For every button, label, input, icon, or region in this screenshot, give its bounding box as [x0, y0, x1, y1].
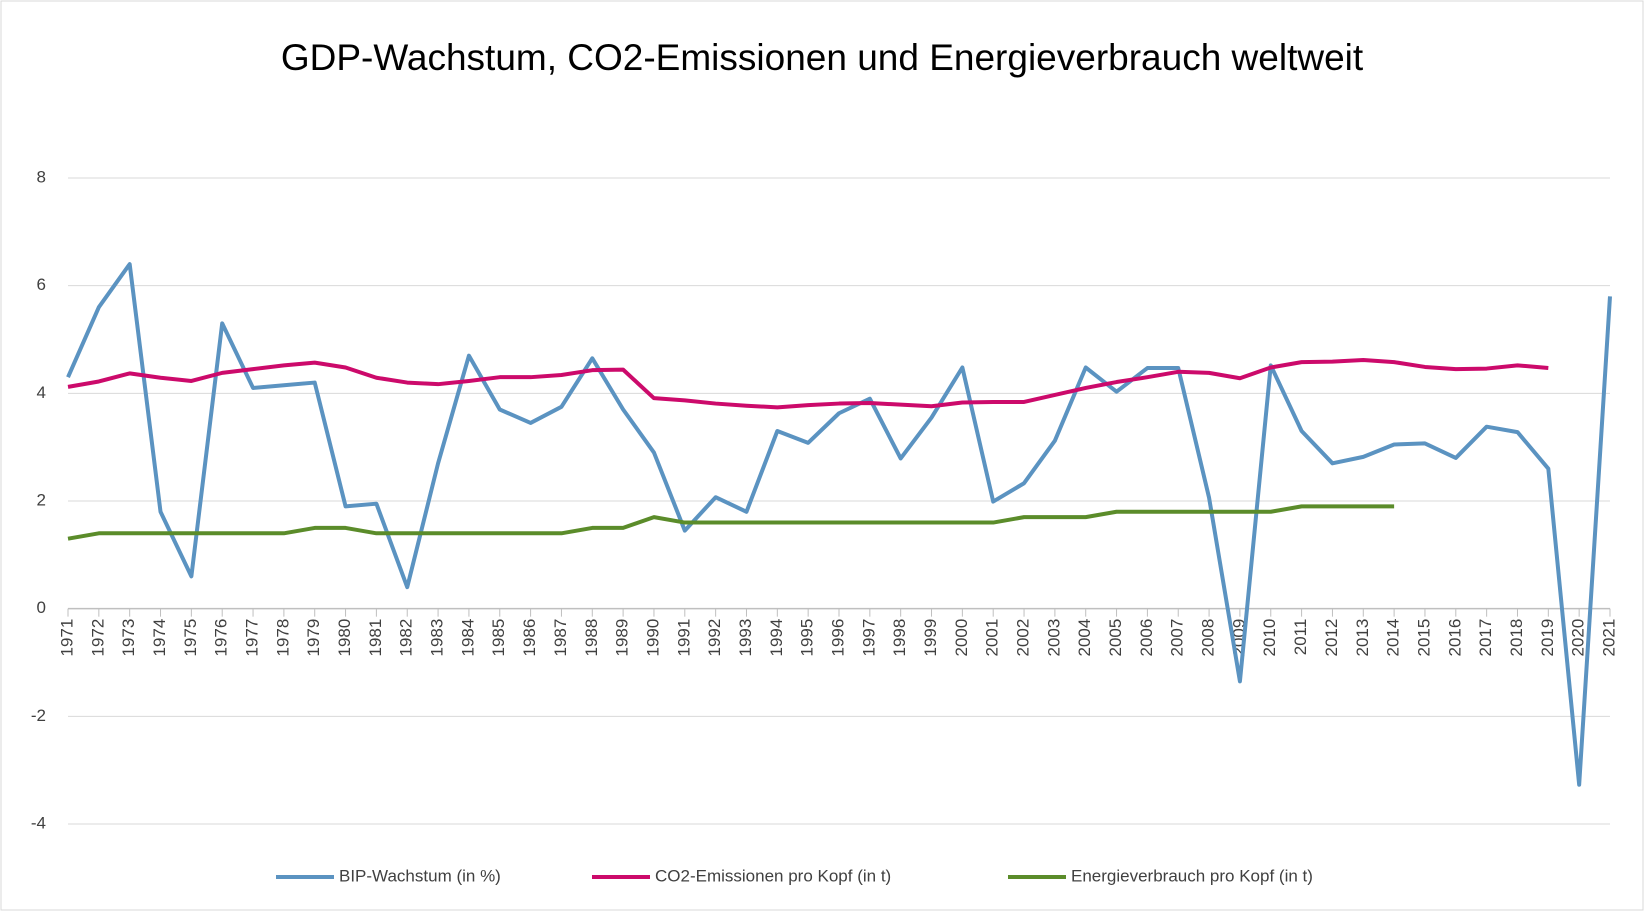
x-tick-label: 2004: [1075, 619, 1094, 657]
x-tick-label: 2015: [1414, 619, 1433, 657]
x-tick-label: 2016: [1445, 619, 1464, 657]
x-tick-label: 1980: [335, 619, 354, 657]
x-tick-label: 1992: [705, 619, 724, 657]
x-tick-label: 2020: [1569, 619, 1588, 657]
x-tick-label: 1982: [397, 619, 416, 657]
x-tick-label: 1972: [88, 619, 107, 657]
x-tick-label: 2019: [1538, 619, 1557, 657]
x-tick-label: 1973: [119, 619, 138, 657]
legend-label: CO2-Emissionen pro Kopf (in t): [655, 866, 891, 885]
x-tick-label: 1978: [273, 619, 292, 657]
x-tick-label: 1984: [458, 619, 477, 657]
y-tick-label: -4: [31, 813, 46, 832]
x-tick-label: 2014: [1384, 619, 1403, 657]
x-tick-label: 1996: [828, 619, 847, 657]
data-line: [67, 504, 1395, 541]
x-tick-label: 2003: [1044, 619, 1063, 657]
x-tick-label: 1993: [736, 619, 755, 657]
x-tick-label: 1985: [489, 619, 508, 657]
x-tick-label: 1997: [859, 619, 878, 657]
x-tick-label: 2001: [983, 619, 1002, 657]
y-tick-label: 0: [37, 598, 46, 617]
y-tick-label: 6: [37, 275, 46, 294]
legend-label: BIP-Wachstum (in %): [339, 866, 501, 885]
x-tick-label: 1994: [767, 619, 786, 657]
x-tick-label: 2012: [1322, 619, 1341, 657]
y-tick-label: 4: [37, 383, 46, 402]
x-tick-label: 1971: [57, 619, 76, 657]
legend-label: Energieverbrauch pro Kopf (in t): [1071, 866, 1313, 885]
x-tick-label: 2021: [1599, 619, 1618, 657]
x-tick-label: 1979: [304, 619, 323, 657]
y-tick-label: 2: [37, 490, 46, 509]
x-tick-label: 1976: [212, 619, 231, 657]
chart-title: GDP-Wachstum, CO2-Emissionen und Energie…: [281, 37, 1364, 78]
x-tick-label: 1998: [890, 619, 909, 657]
x-tick-label: 1988: [582, 619, 601, 657]
x-tick-label: 1995: [798, 619, 817, 657]
x-tick-label: 2017: [1476, 619, 1495, 657]
data-line: [67, 357, 1549, 410]
data-line: [66, 262, 1612, 787]
y-tick-label: 8: [37, 167, 46, 186]
x-tick-label: 1991: [674, 619, 693, 657]
x-tick-label: 1990: [643, 619, 662, 657]
x-tick-label: 2007: [1168, 619, 1187, 657]
x-tick-label: 2018: [1507, 619, 1526, 657]
x-tick-label: 2013: [1353, 619, 1372, 657]
x-tick-label: 2005: [1106, 619, 1125, 657]
x-tick-label: 1987: [551, 619, 570, 657]
y-tick-label: -2: [31, 706, 46, 725]
x-tick-label: 2010: [1260, 619, 1279, 657]
x-tick-label: 1975: [181, 619, 200, 657]
x-tick-label: 1999: [921, 619, 940, 657]
x-tick-label: 1974: [150, 619, 169, 657]
x-tick-label: 1983: [428, 619, 447, 657]
x-tick-label: 1986: [520, 619, 539, 657]
x-tick-label: 1977: [243, 619, 262, 657]
x-tick-label: 1981: [366, 619, 385, 657]
x-tick-label: 1989: [613, 619, 632, 657]
x-tick-label: 2002: [1014, 619, 1033, 657]
x-tick-label: 2008: [1199, 619, 1218, 657]
x-tick-label: 2006: [1137, 619, 1156, 657]
x-tick-label: 2000: [952, 619, 971, 657]
x-tick-label: 2011: [1291, 619, 1310, 656]
